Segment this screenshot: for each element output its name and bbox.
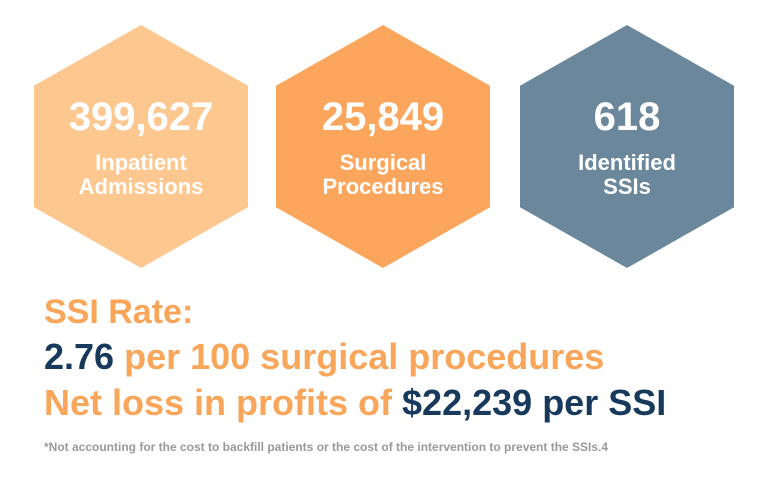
rate-title: SSI Rate:: [44, 293, 194, 331]
hexagon-label: Identified: [578, 150, 676, 175]
hexagon: [276, 25, 490, 268]
loss-suffix: per SSI: [542, 382, 667, 423]
hexagon: [520, 25, 734, 268]
loss-text: Net loss in profits of: [44, 382, 393, 423]
hexagon-label: Admissions: [79, 174, 204, 199]
rate-line: 2.76 per 100 surgical procedures: [44, 334, 666, 380]
hexagon-value: 25,849: [322, 95, 444, 139]
hexagon: [34, 25, 248, 268]
hexagon-label: Inpatient: [95, 150, 187, 175]
rate-text: per 100 surgical procedures: [124, 336, 605, 377]
summary: SSI Rate: 2.76 per 100 surgical procedur…: [44, 290, 666, 426]
footnote: *Not accounting for the cost to backfill…: [44, 440, 609, 454]
rate-value: 2.76: [44, 336, 115, 377]
hexagon-value: 399,627: [69, 95, 214, 139]
hexagon-value: 618: [594, 95, 661, 139]
loss-line: Net loss in profits of $22,239 per SSI: [44, 380, 666, 426]
hexagon-label: SSIs: [603, 174, 651, 199]
loss-value: $22,239: [402, 382, 533, 423]
hexagon-label: Procedures: [322, 174, 443, 199]
hexagon-label: Surgical: [340, 150, 427, 175]
